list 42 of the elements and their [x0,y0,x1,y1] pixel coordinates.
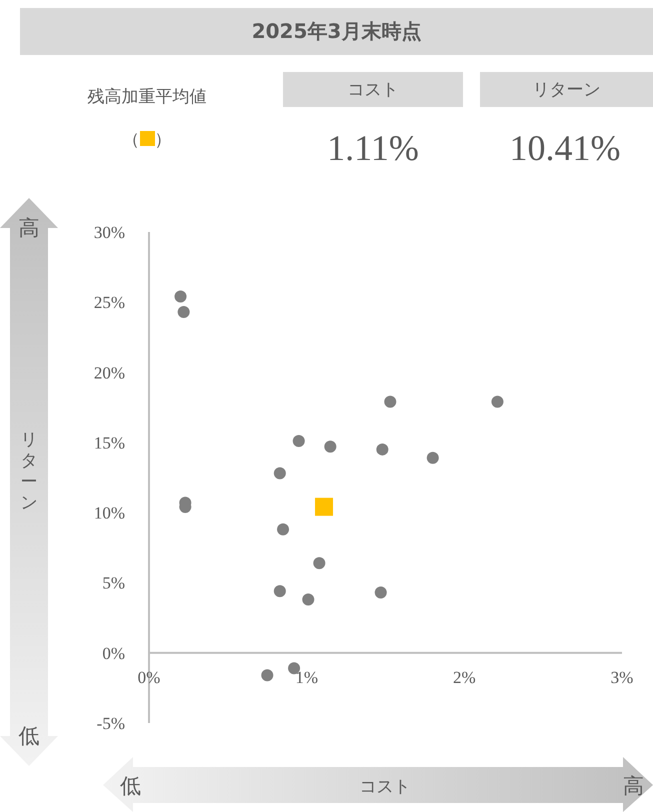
y-tick-label: 15% [94,433,125,452]
text: 低 [120,773,141,800]
point [261,669,274,682]
text: 低 [18,723,40,750]
y-tick-label: -5% [96,714,125,734]
point [376,443,388,456]
point [426,452,439,464]
chart-title: 2025年3月末時点 [20,8,653,55]
point [315,498,334,516]
text: 高 [623,773,644,800]
text: 1.11% [326,127,420,169]
y-axis-title: リターン [20,430,38,514]
point [313,557,326,570]
text: 高 [18,215,40,242]
point [174,290,187,303]
text: 10.41% [508,127,622,169]
y-tick-label: 20% [94,363,125,382]
point [274,467,286,480]
y-tick-label: 5% [102,574,125,593]
x-tick-label: 1% [295,668,318,687]
point [374,586,387,599]
y-tick-label: 10% [94,504,125,523]
x-tick-label: 3% [610,668,634,687]
text: コスト [283,72,463,107]
y-tick-label: 25% [94,293,125,312]
point [491,396,504,408]
point [384,396,396,408]
point [178,306,190,318]
text: ） [154,130,172,150]
text: （ [122,130,140,150]
point [302,594,314,606]
point [324,440,336,453]
point [274,585,286,598]
point [277,523,290,536]
x-tick-label: 0% [138,668,160,687]
text: 残高加重平均値 [86,86,208,108]
x-axis-title: コスト [358,776,412,798]
point [292,435,305,448]
text: リターン [480,72,653,107]
y-tick-label: 30% [94,223,125,242]
y-tick-label: 0% [102,644,125,663]
x-tick-label: 2% [452,668,476,687]
